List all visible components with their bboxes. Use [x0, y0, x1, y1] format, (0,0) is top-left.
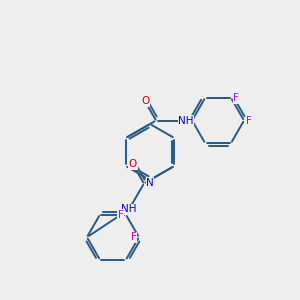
Text: O: O [129, 159, 137, 170]
Text: NH: NH [178, 116, 194, 125]
Text: NH: NH [121, 205, 137, 214]
Text: O: O [141, 96, 149, 106]
Text: F: F [233, 93, 239, 103]
Text: F: F [246, 116, 252, 125]
Text: F: F [118, 210, 124, 220]
Text: F: F [131, 232, 137, 242]
Text: N: N [146, 178, 154, 188]
